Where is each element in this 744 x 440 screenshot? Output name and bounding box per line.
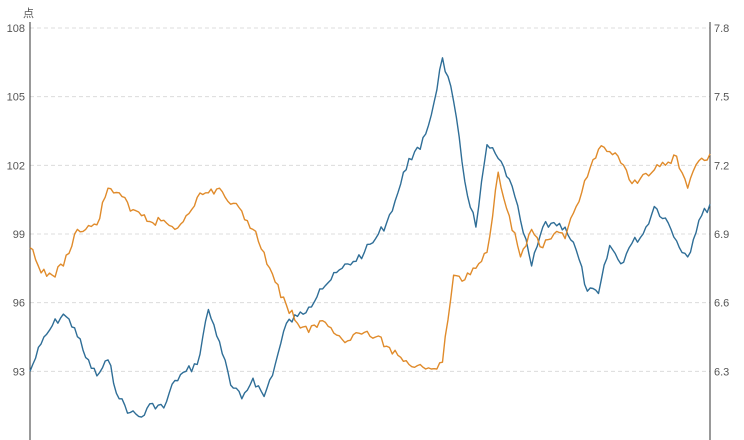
right-y-axis-ticks: 6.3 6.6 6.9 7.2 7.5 7.8 xyxy=(714,23,729,378)
left-tick-label: 96 xyxy=(13,298,25,310)
blue-series-line xyxy=(29,57,711,418)
left-tick-label: 108 xyxy=(7,23,25,35)
orange-series-line xyxy=(29,145,711,370)
left-tick-label: 102 xyxy=(7,160,25,172)
left-tick-label: 105 xyxy=(7,92,25,104)
right-tick-label: 7.5 xyxy=(714,92,729,104)
left-y-axis-ticks: 93 96 99 102 105 108 xyxy=(7,23,25,378)
left-tick-label: 93 xyxy=(13,366,25,378)
gridlines xyxy=(30,27,710,372)
right-tick-label: 6.9 xyxy=(714,229,729,241)
left-tick-label: 99 xyxy=(13,229,25,241)
left-axis-unit-label: 点 xyxy=(23,7,34,20)
series-lines xyxy=(29,57,711,418)
right-tick-label: 7.8 xyxy=(714,23,729,35)
right-tick-label: 6.6 xyxy=(714,298,729,310)
right-tick-label: 7.2 xyxy=(714,160,729,172)
axes xyxy=(29,22,711,440)
right-tick-label: 6.3 xyxy=(714,366,729,378)
